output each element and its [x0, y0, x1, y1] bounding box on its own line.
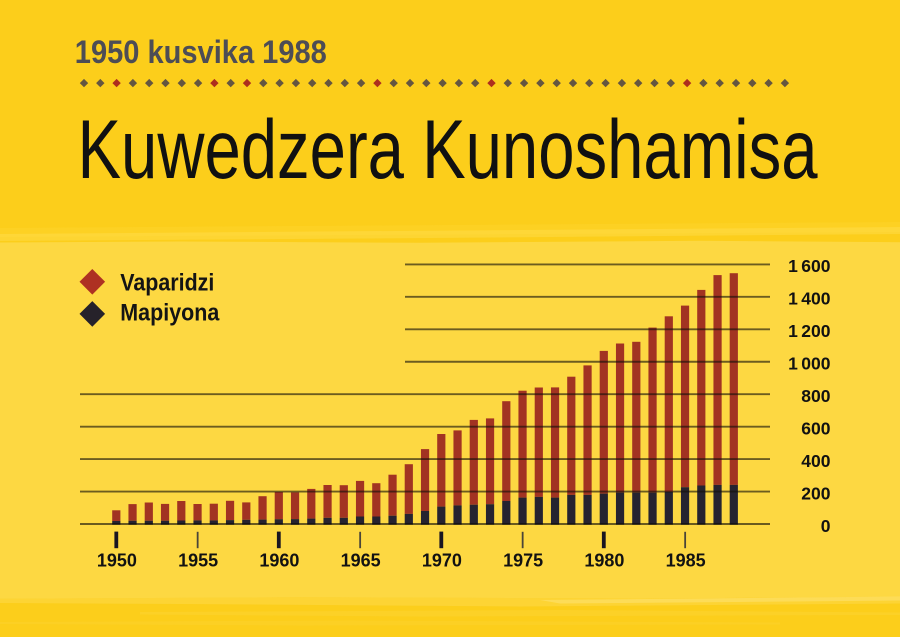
svg-text:1 000: 1 000	[788, 354, 831, 374]
svg-text:200: 200	[801, 483, 830, 503]
svg-text:800: 800	[801, 386, 830, 406]
svg-text:1985: 1985	[666, 551, 706, 571]
svg-text:1950: 1950	[97, 551, 137, 571]
svg-text:600: 600	[801, 418, 830, 438]
svg-text:1960: 1960	[259, 551, 299, 571]
svg-text:1 400: 1 400	[788, 289, 831, 309]
svg-text:0: 0	[821, 516, 831, 536]
svg-text:1980: 1980	[584, 551, 624, 571]
svg-text:1965: 1965	[341, 551, 381, 571]
svg-text:1970: 1970	[422, 551, 462, 571]
svg-text:400: 400	[801, 451, 830, 471]
svg-text:Kuwedzera Kunoshamisa: Kuwedzera Kunoshamisa	[78, 102, 818, 196]
svg-text:1 600: 1 600	[788, 256, 831, 276]
svg-text:1 200: 1 200	[788, 321, 831, 341]
svg-text:1955: 1955	[178, 551, 218, 571]
svg-text:1975: 1975	[503, 551, 543, 571]
svg-text:1950 kusvika 1988: 1950 kusvika 1988	[75, 34, 327, 70]
svg-text:Vaparidzi: Vaparidzi	[120, 269, 214, 296]
svg-text:Mapiyona: Mapiyona	[120, 300, 220, 327]
